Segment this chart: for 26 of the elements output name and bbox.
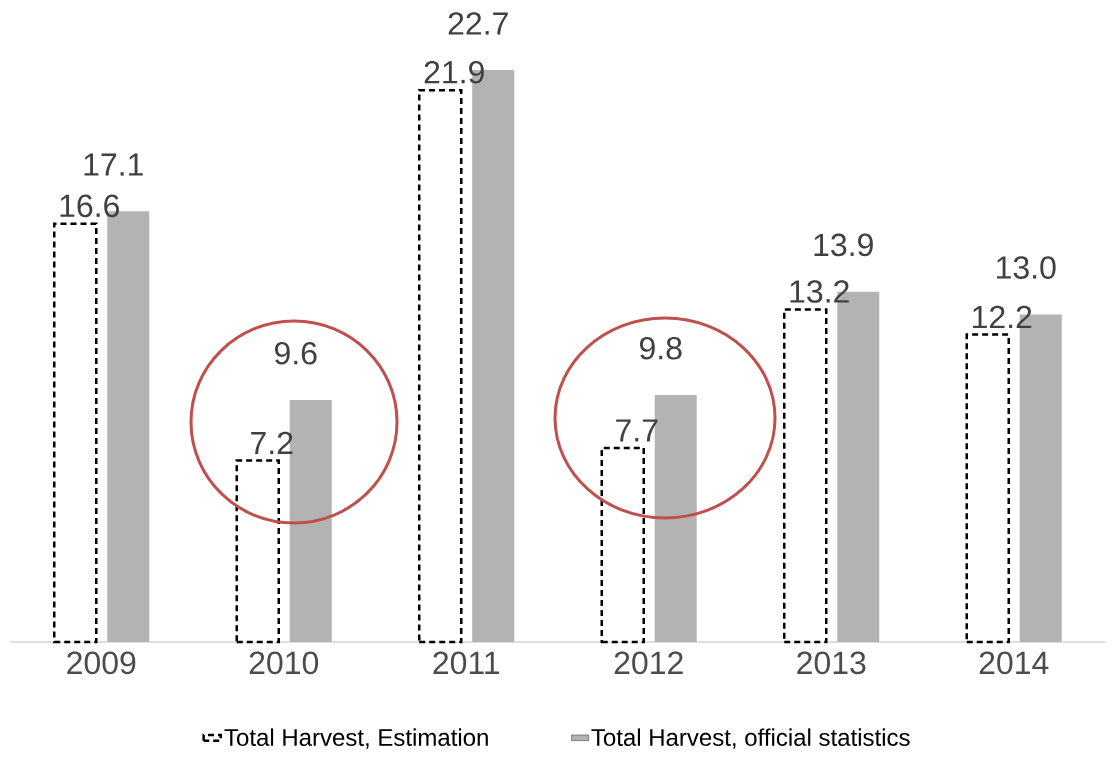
data-label: 7.2 — [251, 431, 293, 454]
data-label: 9.8 — [640, 336, 682, 360]
data-label: 13.9 — [814, 233, 873, 257]
x-tick-label: 2009 — [67, 651, 136, 675]
bar — [782, 308, 828, 644]
x-tick-label: 2014 — [979, 651, 1049, 675]
x-tick-label: 2012 — [614, 651, 683, 675]
bar — [417, 88, 463, 644]
x-tick-label: 2010 — [249, 651, 319, 675]
data-label: 21.9 — [424, 60, 484, 84]
bar — [53, 222, 98, 644]
data-label: 9.6 — [275, 341, 317, 365]
bar — [235, 459, 280, 644]
x-tick-label: 2011 — [433, 651, 500, 675]
data-label: 22.7 — [448, 12, 508, 35]
data-label: 13.2 — [790, 280, 849, 303]
data-label: 12.2 — [973, 305, 1032, 329]
data-label: 7.7 — [616, 419, 658, 442]
data-label: 16.6 — [60, 194, 119, 218]
legend-label: Total Harvest, Estimation — [224, 728, 488, 749]
bar — [965, 333, 1010, 644]
legend-label: Total Harvest, official statistics — [591, 728, 910, 749]
x-tick-label: 2013 — [797, 651, 866, 675]
bar — [600, 446, 645, 644]
data-label: 13.0 — [997, 256, 1056, 279]
data-label: 17.1 — [84, 153, 143, 176]
